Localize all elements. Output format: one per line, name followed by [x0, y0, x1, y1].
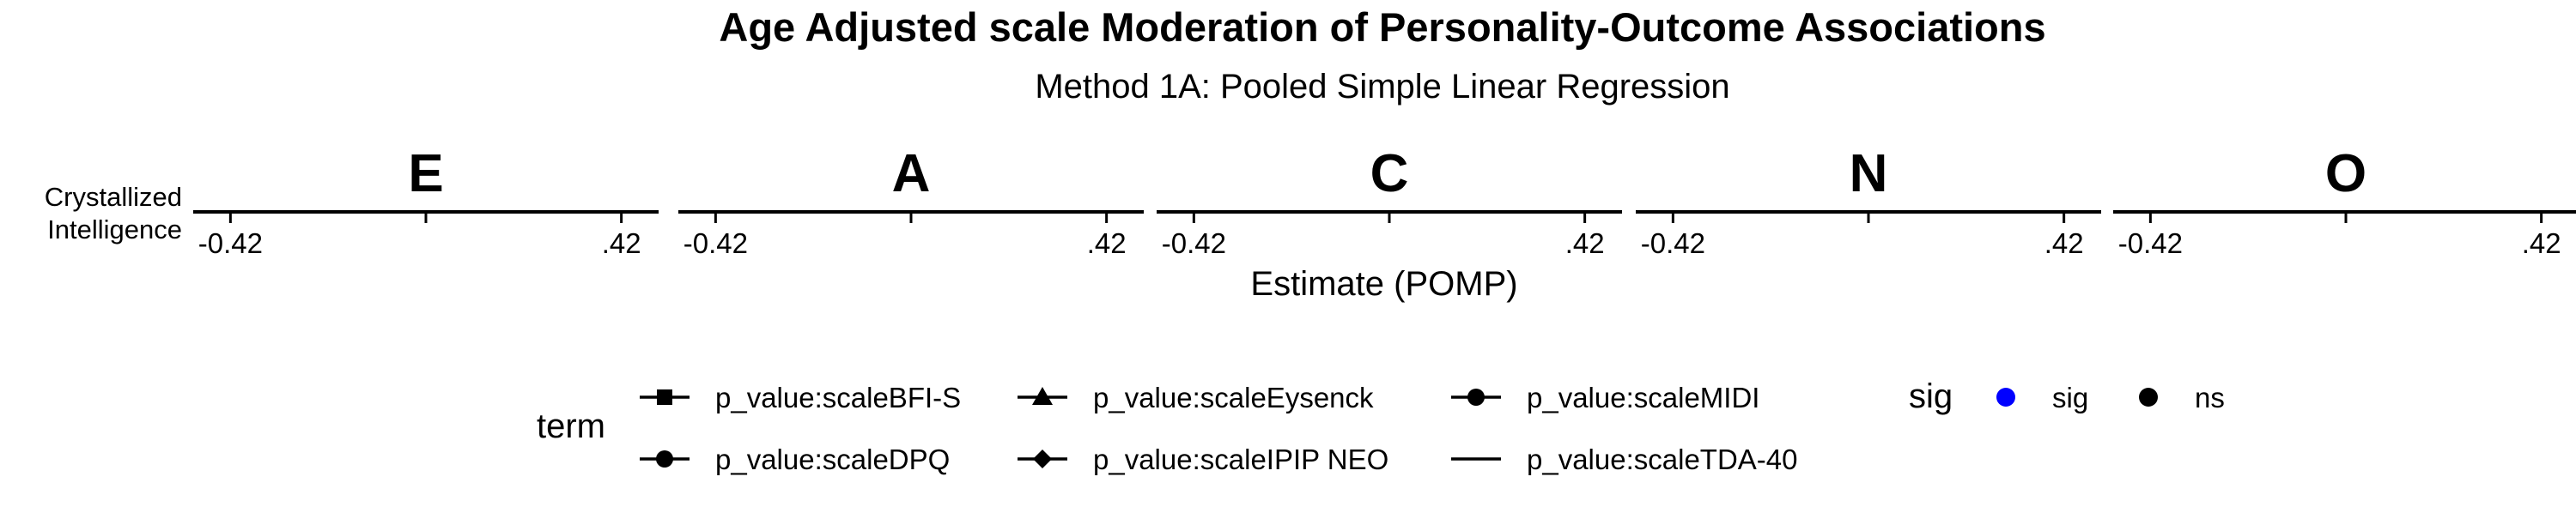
legend-term-title: term	[537, 407, 605, 445]
facet-panel-E: E -0.42 .42	[193, 144, 659, 259]
legend-term-label: p_value:scaleTDA-40	[1527, 444, 1798, 475]
legend-sig-label: sig	[2052, 382, 2088, 413]
legend-key-triangle-icon	[1032, 387, 1053, 405]
legend-sig-title: sig	[1909, 377, 1953, 415]
facet-strip-label: E	[408, 144, 443, 203]
legend-term-label: p_value:scaleMIDI	[1527, 382, 1759, 413]
facet-panel-C: C -0.42 .42	[1157, 144, 1622, 259]
legend-term-item: p_value:scaleMIDI	[1451, 382, 1759, 413]
facet-strip-label: C	[1370, 144, 1409, 203]
legend-sig-label: ns	[2195, 382, 2225, 413]
legend-sig-item: sig	[1996, 382, 2088, 413]
legend-term-item: p_value:scaleBFI-S	[640, 382, 961, 413]
legend-sig: sig sig ns	[1909, 377, 2225, 415]
x-tick-label: .42	[2044, 227, 2084, 259]
row-label-line-2: Intelligence	[47, 214, 182, 244]
x-tick-label: .42	[2522, 227, 2561, 259]
legend-term-item: p_value:scaleTDA-40	[1451, 444, 1798, 475]
x-tick-label: -0.42	[198, 227, 263, 259]
legend-sig-item: ns	[2139, 382, 2225, 413]
x-tick-label: .42	[1087, 227, 1127, 259]
x-tick-label: -0.42	[683, 227, 748, 259]
legend-term-item: p_value:scaleEysenck	[1018, 382, 1374, 413]
facet-strip-label: N	[1850, 144, 1888, 203]
chart-title: Age Adjusted scale Moderation of Persona…	[719, 4, 2045, 50]
x-tick-label: -0.42	[2118, 227, 2183, 259]
legend-term: term p_value:scaleBFI-S p_value:scaleEyse…	[537, 382, 1798, 475]
x-tick-label: .42	[602, 227, 641, 259]
legend-term-label: p_value:scaleEysenck	[1093, 382, 1374, 413]
facet-panel-N: N -0.42 .42	[1636, 144, 2101, 259]
facet-panels: E -0.42 .42 A -0.42 .42 C -0.42 .42 N -0.42 .42 O -0.…	[193, 144, 2576, 259]
legend-sig-dot-icon	[1996, 388, 2015, 407]
legend-key-diamond-icon	[1033, 450, 1052, 468]
legend-term-item: p_value:scaleIPIP NEO	[1018, 444, 1388, 475]
legend-term-label: p_value:scaleIPIP NEO	[1093, 444, 1388, 475]
legend-term-item: p_value:scaleDPQ	[640, 444, 950, 475]
x-tick-label: -0.42	[1641, 227, 1705, 259]
row-label-line-1: Crystallized	[45, 182, 182, 212]
facet-panel-O: O -0.42 .42	[2113, 144, 2576, 259]
legend-term-label: p_value:scaleDPQ	[715, 444, 950, 475]
x-tick-label: -0.42	[1162, 227, 1226, 259]
legend-term-label: p_value:scaleBFI-S	[715, 382, 961, 413]
facet-strip-label: A	[892, 144, 931, 203]
x-axis-label: Estimate (POMP)	[1250, 265, 1517, 303]
legend-sig-dot-icon	[2139, 388, 2158, 407]
x-tick-label: .42	[1565, 227, 1605, 259]
legend-key-square-icon	[657, 389, 672, 405]
legend-key-circle-icon	[1467, 389, 1485, 406]
row-strip-label: Crystallized Intelligence	[45, 182, 182, 244]
facet-strip-label: O	[2325, 144, 2366, 203]
facet-panel-A: A -0.42 .42	[678, 144, 1144, 259]
chart-subtitle: Method 1A: Pooled Simple Linear Regressi…	[1035, 68, 1729, 106]
legend-key-circle-icon	[656, 450, 673, 468]
